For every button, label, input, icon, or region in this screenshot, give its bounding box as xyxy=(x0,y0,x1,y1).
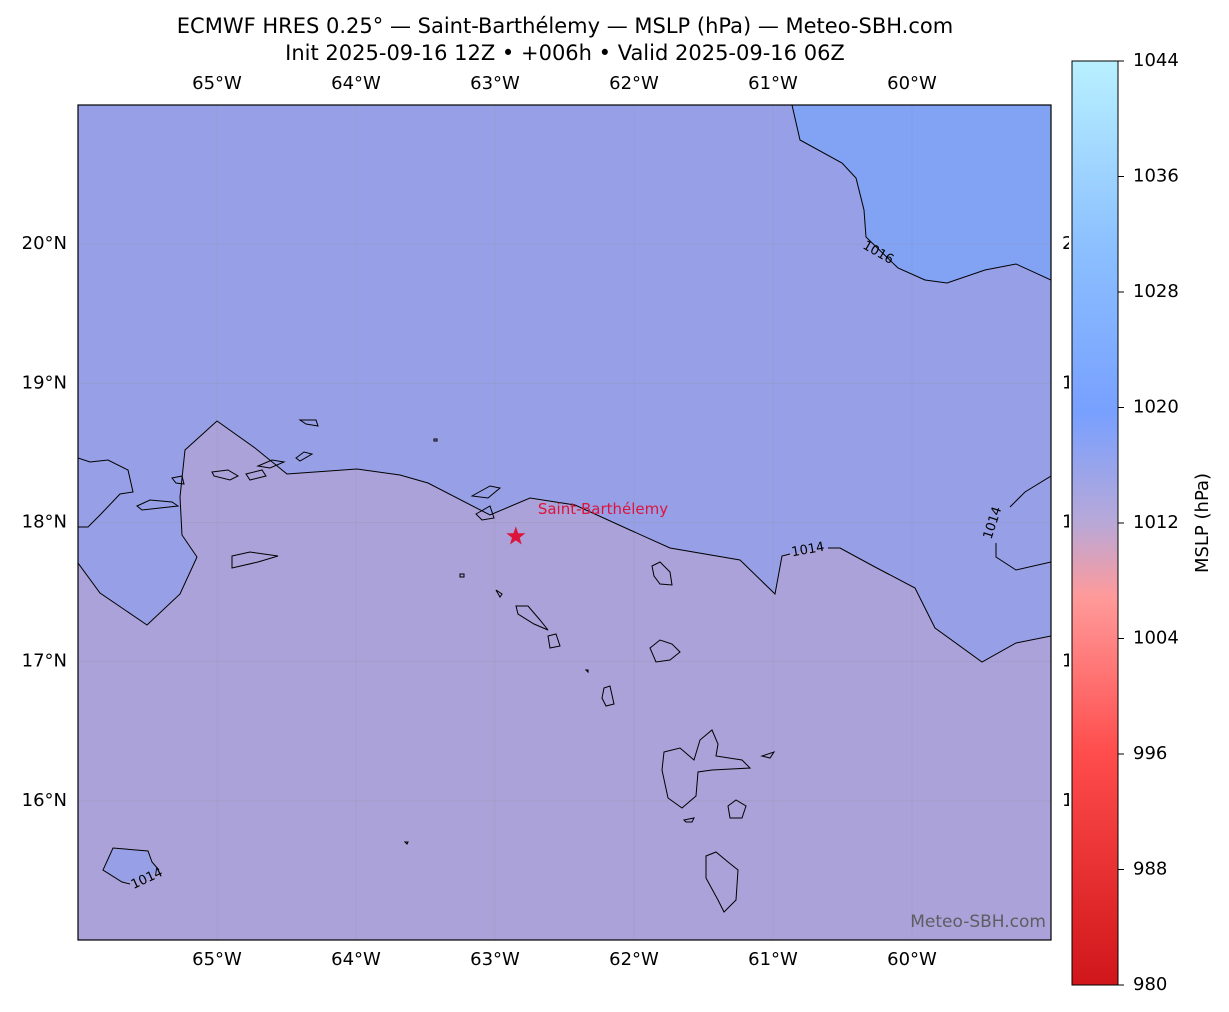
colorbar-tick-label: 988 xyxy=(1133,859,1167,880)
title: ECMWF HRES 0.25° — Saint-Barthélemy — MS… xyxy=(177,14,953,38)
subtitle: Init 2025-09-16 12Z • +006h • Valid 2025… xyxy=(285,41,845,65)
lat-label-left: 20°N xyxy=(22,233,67,254)
colorbar-tick-label: 1004 xyxy=(1133,628,1179,649)
lon-label-top: 64°W xyxy=(331,73,381,94)
lat-label-left: 19°N xyxy=(22,372,67,393)
lon-label-top: 63°W xyxy=(470,73,520,94)
lat-label-left: 17°N xyxy=(22,651,67,672)
contours xyxy=(78,105,1051,885)
lon-label-bottom: 65°W xyxy=(192,949,242,970)
lon-label-bottom: 63°W xyxy=(470,949,520,970)
colorbar-tick-label: 1020 xyxy=(1133,397,1179,418)
colorbar-tick-label: 980 xyxy=(1133,974,1167,995)
lon-label-bottom: 62°W xyxy=(609,949,659,970)
contour-label: 1014 xyxy=(790,540,825,561)
colorbar-tick-label: 996 xyxy=(1133,743,1167,764)
colorbar-tick-label: 1028 xyxy=(1133,281,1179,302)
lon-label-top: 65°W xyxy=(192,73,242,94)
colorbar-ramp xyxy=(1071,60,1119,986)
map-fill xyxy=(78,105,1051,940)
lat-label-left: 18°N xyxy=(22,512,67,533)
lon-label-top: 60°W xyxy=(887,73,937,94)
lon-label-bottom: 64°W xyxy=(331,949,381,970)
lon-label-bottom: 60°W xyxy=(887,949,937,970)
location: Saint-Barthélemy xyxy=(506,500,668,545)
location-marker xyxy=(506,526,526,545)
map-frame xyxy=(77,104,1052,941)
colorbar-tick-label: 1036 xyxy=(1133,166,1179,187)
lon-label-bottom: 61°W xyxy=(748,949,798,970)
colorbar: 980 988 996 1004 1012 1020 1028 1036 1044 MSLP (h… xyxy=(1071,50,1213,995)
lon-label-top: 61°W xyxy=(748,73,798,94)
colorbar-tick-label: 1044 xyxy=(1133,50,1179,71)
location-label: Saint-Barthélemy xyxy=(538,500,668,518)
grid xyxy=(78,105,1051,940)
lat-label-left: 16°N xyxy=(22,790,67,811)
colorbar-label: MSLP (hPa) xyxy=(1192,473,1213,573)
coastlines xyxy=(78,419,776,913)
colorbar-tick-label: 1012 xyxy=(1133,512,1179,533)
lon-label-top: 62°W xyxy=(609,73,659,94)
watermark: Meteo-SBH.com xyxy=(910,912,1046,932)
